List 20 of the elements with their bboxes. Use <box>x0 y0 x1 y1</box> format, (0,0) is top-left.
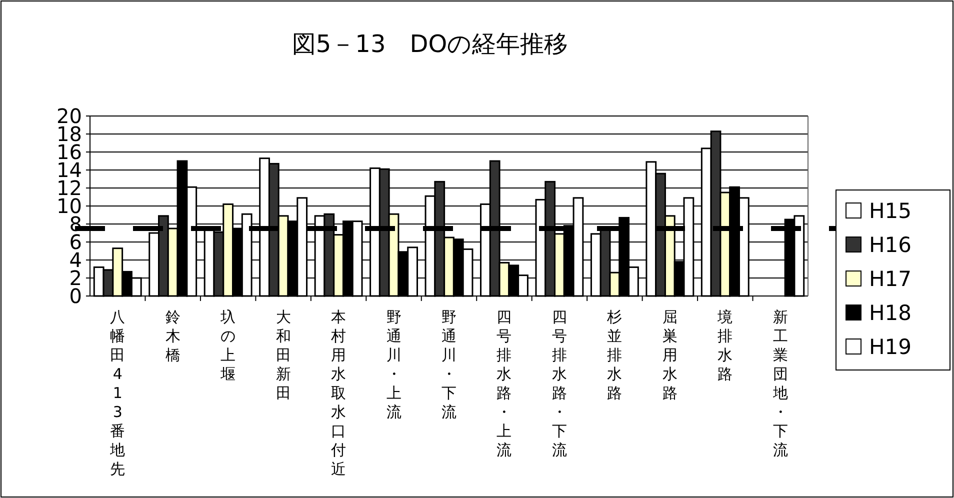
x-tick-label: 杉並排水路 <box>606 308 622 402</box>
y-tick-label: 0 <box>69 284 82 308</box>
legend-label: H17 <box>869 267 912 291</box>
x-tick-label: 大和田新田 <box>276 308 291 402</box>
category-label: 八幡田413番地先 <box>110 308 126 478</box>
legend-label: H16 <box>869 233 912 257</box>
x-tick-label: 野通川・下流 <box>442 308 456 421</box>
x-tick-label: 境排水路 <box>716 308 733 383</box>
legend-label: H19 <box>869 335 912 359</box>
x-tick-label: 四号排水路・下流 <box>552 308 567 459</box>
x-tick-label: 四号排水路・上流 <box>496 308 512 459</box>
category-label: 本村用水取水口付近 <box>331 308 346 478</box>
chart-title: 図5－13 DOの経年推移 <box>292 30 568 58</box>
x-tick-label: 野通川・上流 <box>386 308 402 421</box>
x-tick-label: 屈巣用水路 <box>662 308 678 402</box>
legend-label: H18 <box>869 301 912 325</box>
legend-label: H15 <box>869 199 912 223</box>
x-tick-label: 新工業団地・下流 <box>772 308 788 459</box>
x-tick-label: 鈴木橋 <box>165 308 180 364</box>
x-tick-label: 圦の上堰 <box>220 308 236 383</box>
